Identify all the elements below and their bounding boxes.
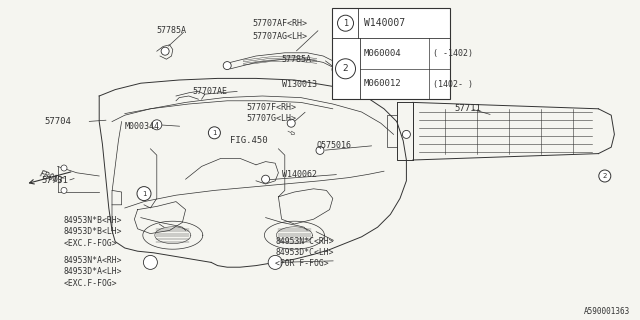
Text: ( -1402): ( -1402) <box>433 49 472 58</box>
Circle shape <box>61 188 67 193</box>
Text: 57785A: 57785A <box>157 26 187 35</box>
Circle shape <box>137 187 151 201</box>
Text: M000344: M000344 <box>125 122 160 131</box>
Text: M060012: M060012 <box>364 79 401 89</box>
Circle shape <box>268 255 282 269</box>
Text: (1402- ): (1402- ) <box>433 79 472 89</box>
Text: 57731: 57731 <box>42 176 68 185</box>
Text: 1: 1 <box>141 191 147 196</box>
Text: 57707AE: 57707AE <box>192 87 227 96</box>
Text: M060004: M060004 <box>364 49 401 58</box>
Text: 57707AF<RH>: 57707AF<RH> <box>253 20 308 28</box>
Circle shape <box>223 61 231 69</box>
Text: 84953D*B<LH>: 84953D*B<LH> <box>64 228 122 236</box>
Circle shape <box>403 130 410 138</box>
Circle shape <box>287 119 295 127</box>
Text: <EXC.F-FOG>: <EXC.F-FOG> <box>64 279 118 288</box>
Text: Q575016: Q575016 <box>317 141 352 150</box>
Text: FRONT: FRONT <box>38 169 65 186</box>
Circle shape <box>337 15 353 31</box>
Text: 84953N*C<RH>: 84953N*C<RH> <box>275 237 333 246</box>
Text: 1: 1 <box>343 19 348 28</box>
Text: 57707G<LH>: 57707G<LH> <box>246 114 296 123</box>
Text: W140062: W140062 <box>282 170 317 179</box>
Text: 57707F<RH>: 57707F<RH> <box>246 103 296 112</box>
Text: A590001363: A590001363 <box>584 308 630 316</box>
Text: W140007: W140007 <box>364 18 404 28</box>
Circle shape <box>335 59 356 79</box>
Circle shape <box>599 170 611 182</box>
Text: 1: 1 <box>212 130 217 136</box>
Text: 57704: 57704 <box>45 117 72 126</box>
Text: 84953D*C<LH>: 84953D*C<LH> <box>275 248 333 257</box>
Circle shape <box>152 120 162 130</box>
Text: 2: 2 <box>603 173 607 179</box>
Text: <FOR F-FOG>: <FOR F-FOG> <box>275 260 329 268</box>
Circle shape <box>209 127 220 139</box>
Text: 57785A: 57785A <box>282 55 312 64</box>
Text: FIG.450: FIG.450 <box>230 136 268 145</box>
Text: 84953N*B<RH>: 84953N*B<RH> <box>64 216 122 225</box>
Text: 84953D*A<LH>: 84953D*A<LH> <box>64 268 122 276</box>
Circle shape <box>143 255 157 269</box>
Circle shape <box>161 47 169 55</box>
Text: 57711: 57711 <box>454 104 481 113</box>
FancyBboxPatch shape <box>332 8 450 99</box>
Circle shape <box>332 65 340 73</box>
Text: 2: 2 <box>342 64 348 73</box>
Text: W130013: W130013 <box>282 80 317 89</box>
Text: 84953N*A<RH>: 84953N*A<RH> <box>64 256 122 265</box>
Circle shape <box>262 175 269 183</box>
Text: <EXC.F-FOG>: <EXC.F-FOG> <box>64 239 118 248</box>
Circle shape <box>61 165 67 171</box>
Circle shape <box>316 146 324 154</box>
Text: 57707AG<LH>: 57707AG<LH> <box>253 32 308 41</box>
